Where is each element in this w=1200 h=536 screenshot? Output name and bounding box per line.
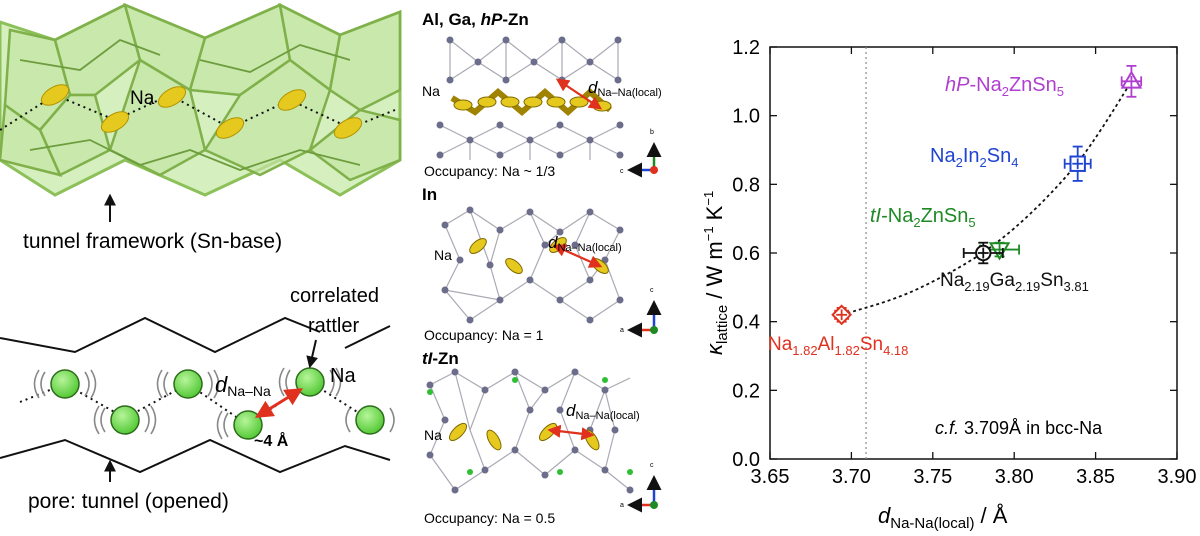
structure3-na-label: Na (424, 427, 442, 443)
annotation-bcc-na: c.f. 3.709Å in bcc-Na (935, 418, 1103, 438)
framework-illustration (0, 0, 402, 197)
structure1-axes (627, 142, 662, 178)
y-tick-label: 0.4 (732, 312, 760, 334)
x-tick-label: 3.80 (995, 466, 1034, 488)
structure1-na-label: Na (422, 83, 440, 99)
na-label-schematic: Na (330, 365, 356, 387)
pore-label: pore: tunnel (opened) (28, 490, 229, 513)
data-point-Na1.82Al1.82Sn4.18 (831, 304, 853, 326)
structure2-title: In (422, 185, 437, 204)
structure3-axis-right: a (620, 502, 624, 509)
label-na-al-sn: Na1.82Al1.82Sn4.18 (768, 334, 908, 358)
na-sphere (50, 369, 80, 399)
approx-4-label: ~4 Å (254, 431, 289, 450)
y-tick-label: 0.8 (732, 174, 760, 196)
label-na-ga-sn: Na2.19Ga2.19Sn3.81 (940, 270, 1089, 294)
na-sphere (173, 369, 203, 399)
x-tick-label: 3.65 (751, 466, 790, 488)
structure2-occupancy: Occupancy: Na = 1 (424, 327, 544, 343)
y-axis-label: κlattice / W m−1 K−1 (701, 191, 731, 355)
label-hp-na2znsn5: hP-Na2ZnSn5 (945, 74, 1064, 99)
y-tick-label: 1.0 (732, 106, 760, 128)
label-tl-na2znsn5: tI-Na2ZnSn5 (870, 205, 976, 230)
structure2-axis-right: a (620, 327, 624, 334)
data-point-hP-Na2ZnSn5 (1120, 64, 1143, 98)
y-tick-label: 1.2 (732, 37, 760, 59)
correlated-label: correlated (290, 285, 379, 307)
x-axis-label: dNa-Na(local) / Å (878, 503, 1008, 532)
y-tick-label: 0.0 (732, 449, 760, 471)
structure1-atoms (436, 36, 624, 159)
structure2-d-label: dNa–Na(local) (548, 233, 622, 254)
structure3-d-label: dNa–Na(local) (566, 401, 640, 422)
d-na-na-label: dNa–Na (215, 372, 271, 399)
x-tick-label: 3.70 (832, 466, 871, 488)
structure3-occupancy: Occupancy: Na = 0.5 (424, 510, 555, 526)
data-point-Na2In2Sn4 (1063, 145, 1092, 182)
structure2-atoms (441, 206, 624, 324)
structure3-title: tI-Zn (422, 349, 459, 368)
label-na2in2sn4: Na2In2Sn4 (930, 145, 1018, 170)
rattler-label: rattler (308, 315, 359, 337)
structure2-axis-up: c (650, 287, 654, 294)
trend-line (841, 80, 1133, 316)
structure1-axis-right: c (620, 168, 624, 175)
structure1-title: Al, Ga, hP-Zn (422, 10, 529, 29)
kappa-vs-distance-chart: 3.65 3.70 3.75 3.80 3.85 3.90 0.0 0.2 0.4 0.6 0.8… (701, 37, 1196, 532)
structure3-axis-up: c (650, 462, 654, 469)
rattler-schematic (0, 316, 395, 482)
y-tick-label: 0.6 (732, 243, 760, 265)
na-sphere (110, 405, 140, 435)
structure2-axes (627, 300, 662, 338)
data-point-Na2.19Ga2.19Sn3.81 (962, 241, 1004, 265)
structure3-axes (627, 475, 662, 513)
x-tick-label: 3.75 (913, 466, 952, 488)
y-tick-label: 0.2 (732, 380, 760, 402)
structure1-d-label: dNa–Na(local) (588, 78, 662, 99)
na-label-framework: Na (130, 88, 155, 109)
x-tick-label: 3.90 (1158, 466, 1197, 488)
na-sphere (295, 367, 325, 397)
structure2-na-label: Na (434, 247, 452, 263)
x-tick-label: 3.85 (1076, 466, 1115, 488)
framework-label: tunnel framework (Sn-base) (23, 230, 282, 253)
na-sphere (233, 410, 263, 440)
structure1-occupancy: Occupancy: Na ~ 1/3 (424, 163, 555, 179)
structure1-axis-up: b (650, 129, 654, 136)
na-sphere (355, 405, 385, 435)
